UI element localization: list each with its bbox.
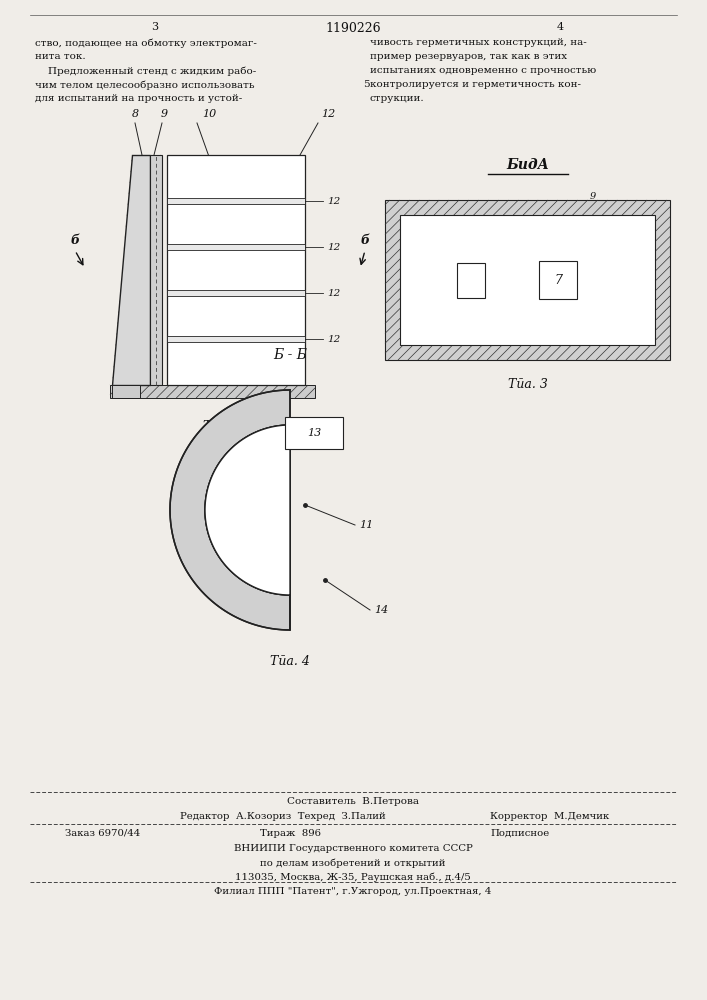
Text: Филиал ППП "Патент", г.Ужгород, ул.Проектная, 4: Филиал ППП "Патент", г.Ужгород, ул.Проек… <box>214 887 491 896</box>
Text: Τӣа. 3: Τӣа. 3 <box>508 378 547 391</box>
Polygon shape <box>112 155 150 385</box>
Text: по делам изобретений и открытий: по делам изобретений и открытий <box>260 858 445 867</box>
Bar <box>167 155 305 385</box>
Text: Предложенный стенд с жидким рабо-: Предложенный стенд с жидким рабо- <box>35 66 256 76</box>
Bar <box>110 385 315 398</box>
Text: 12: 12 <box>327 288 340 298</box>
Text: 9: 9 <box>160 109 168 119</box>
Text: струкции.: струкции. <box>370 94 425 103</box>
Text: б: б <box>71 233 79 246</box>
Bar <box>167 198 305 204</box>
Text: для испытаний на прочность и устой-: для испытаний на прочность и устой- <box>35 94 243 103</box>
Bar <box>285 417 343 449</box>
Polygon shape <box>170 390 290 630</box>
Text: 12: 12 <box>321 109 335 119</box>
Text: Корректор  М.Демчик: Корректор М.Демчик <box>490 812 609 821</box>
Text: Б - Б: Б - Б <box>273 348 307 362</box>
Text: Τӣа. 4: Τӣа. 4 <box>270 655 310 668</box>
Text: 113035, Москва, Ж-35, Раушская наб., д.4/5: 113035, Москва, Ж-35, Раушская наб., д.4… <box>235 872 471 882</box>
Text: 4: 4 <box>556 22 563 32</box>
Text: 12: 12 <box>327 242 340 251</box>
Text: 7: 7 <box>554 273 562 286</box>
Text: ВНИИПИ Государственного комитета СССР: ВНИИПИ Государственного комитета СССР <box>233 844 472 853</box>
Bar <box>167 244 305 250</box>
Bar <box>167 336 305 342</box>
Bar <box>400 215 655 345</box>
Text: Τӣа. 2: Τӣа. 2 <box>203 420 243 433</box>
Text: нита ток.: нита ток. <box>35 52 86 61</box>
Text: испытаниях одновременно с прочностью: испытаниях одновременно с прочностью <box>370 66 596 75</box>
Text: Составитель  В.Петрова: Составитель В.Петрова <box>287 797 419 806</box>
Text: 8: 8 <box>132 109 139 119</box>
Polygon shape <box>205 425 290 595</box>
Text: БидА: БидА <box>506 158 549 172</box>
Text: Заказ 6970/44: Заказ 6970/44 <box>65 829 140 838</box>
Bar <box>457 262 486 298</box>
Text: 11: 11 <box>359 520 373 530</box>
Text: 5: 5 <box>363 80 370 89</box>
Text: 12: 12 <box>327 196 340 206</box>
Text: б: б <box>361 233 370 246</box>
Text: Подписное: Подписное <box>490 829 549 838</box>
Text: Тираж  896: Тираж 896 <box>260 829 321 838</box>
Text: чивость герметичных конструкций, на-: чивость герметичных конструкций, на- <box>370 38 587 47</box>
Text: 12: 12 <box>327 334 340 344</box>
Bar <box>167 290 305 296</box>
Text: контролируется и герметичность кон-: контролируется и герметичность кон- <box>370 80 581 89</box>
Text: 1190226: 1190226 <box>325 22 381 35</box>
Text: 10: 10 <box>202 109 216 119</box>
Text: 13: 13 <box>307 428 321 438</box>
Text: Редактор  А.Козориз  Техред  З.Палий: Редактор А.Козориз Техред З.Палий <box>180 812 386 821</box>
Text: пример резервуаров, так как в этих: пример резервуаров, так как в этих <box>370 52 567 61</box>
Text: 3: 3 <box>151 22 158 32</box>
Text: 9: 9 <box>590 192 596 201</box>
Bar <box>150 155 162 385</box>
Text: чим телом целесообразно использовать: чим телом целесообразно использовать <box>35 80 255 90</box>
Text: ство, подающее на обмотку электромаг-: ство, подающее на обмотку электромаг- <box>35 38 257 47</box>
Bar <box>539 261 577 299</box>
Polygon shape <box>112 385 140 398</box>
Bar <box>385 200 670 360</box>
Text: 14: 14 <box>374 605 388 615</box>
